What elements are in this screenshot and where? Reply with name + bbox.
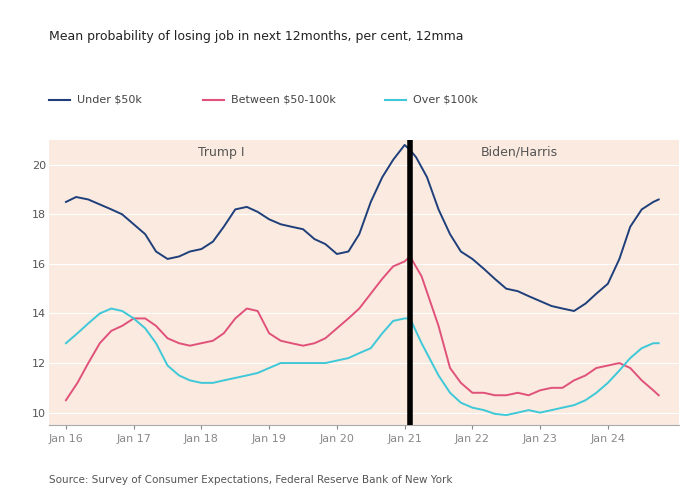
Text: Mean probability of losing job in next 12months, per cent, 12mma: Mean probability of losing job in next 1…: [49, 30, 463, 43]
Text: Between $50-100k: Between $50-100k: [231, 95, 336, 105]
Text: Source: Survey of Consumer Expectations, Federal Reserve Bank of New York: Source: Survey of Consumer Expectations,…: [49, 475, 452, 485]
Text: Trump I: Trump I: [199, 146, 245, 158]
Text: Biden/Harris: Biden/Harris: [481, 146, 559, 158]
Text: Over $100k: Over $100k: [413, 95, 478, 105]
Text: Under $50k: Under $50k: [77, 95, 142, 105]
